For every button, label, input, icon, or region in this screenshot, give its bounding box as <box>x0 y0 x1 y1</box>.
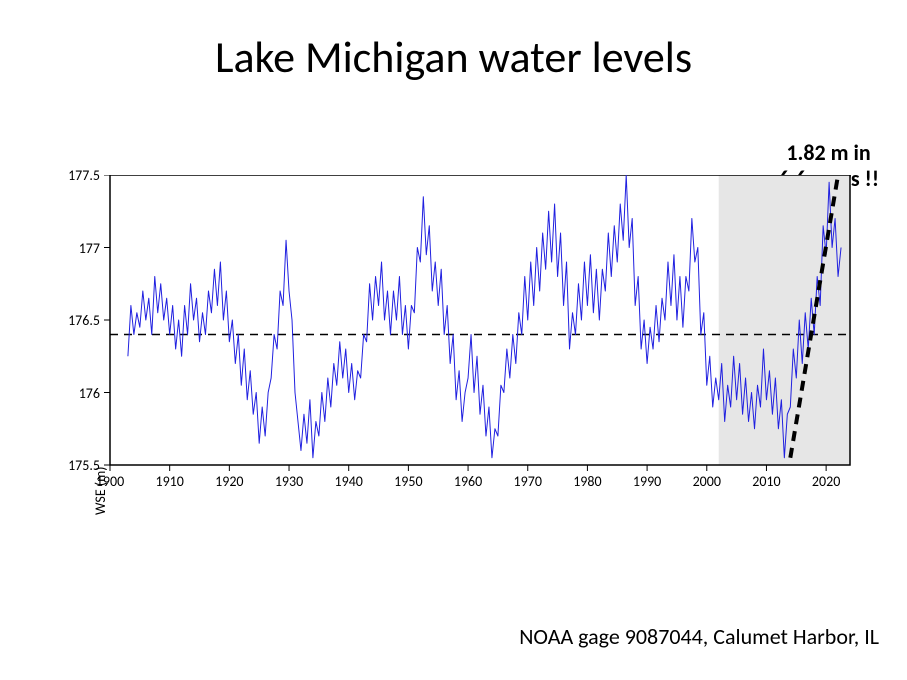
chart-title: Lake Michigan water levels <box>0 30 907 84</box>
y-tick-label: 175.5 <box>68 457 100 474</box>
x-tick-label: 2020 <box>812 473 840 490</box>
source-caption: NOAA gage 9087044, Calumet Harbor, IL <box>519 623 879 650</box>
x-tick-label: 1900 <box>96 473 124 490</box>
chart-container: WSE (m) 19001910192019301940195019601970… <box>60 175 860 515</box>
x-tick-label: 1950 <box>394 473 422 490</box>
annotation-line1: 1.82 m in <box>786 139 870 166</box>
y-tick-label: 177 <box>79 240 100 257</box>
y-tick-label: 177.5 <box>68 167 100 184</box>
x-tick-label: 1930 <box>275 473 303 490</box>
x-tick-label: 1960 <box>454 473 482 490</box>
x-tick-label: 1920 <box>215 473 243 490</box>
x-tick-label: 1990 <box>633 473 661 490</box>
x-tick-label: 1910 <box>155 473 183 490</box>
y-tick-label: 176 <box>79 385 100 402</box>
x-tick-label: 1940 <box>335 473 363 490</box>
x-tick-label: 1980 <box>573 473 601 490</box>
y-tick-label: 176.5 <box>68 312 100 329</box>
x-tick-label: 2010 <box>752 473 780 490</box>
line-chart <box>60 175 860 515</box>
x-tick-label: 1970 <box>514 473 542 490</box>
x-tick-label: 2000 <box>693 473 721 490</box>
